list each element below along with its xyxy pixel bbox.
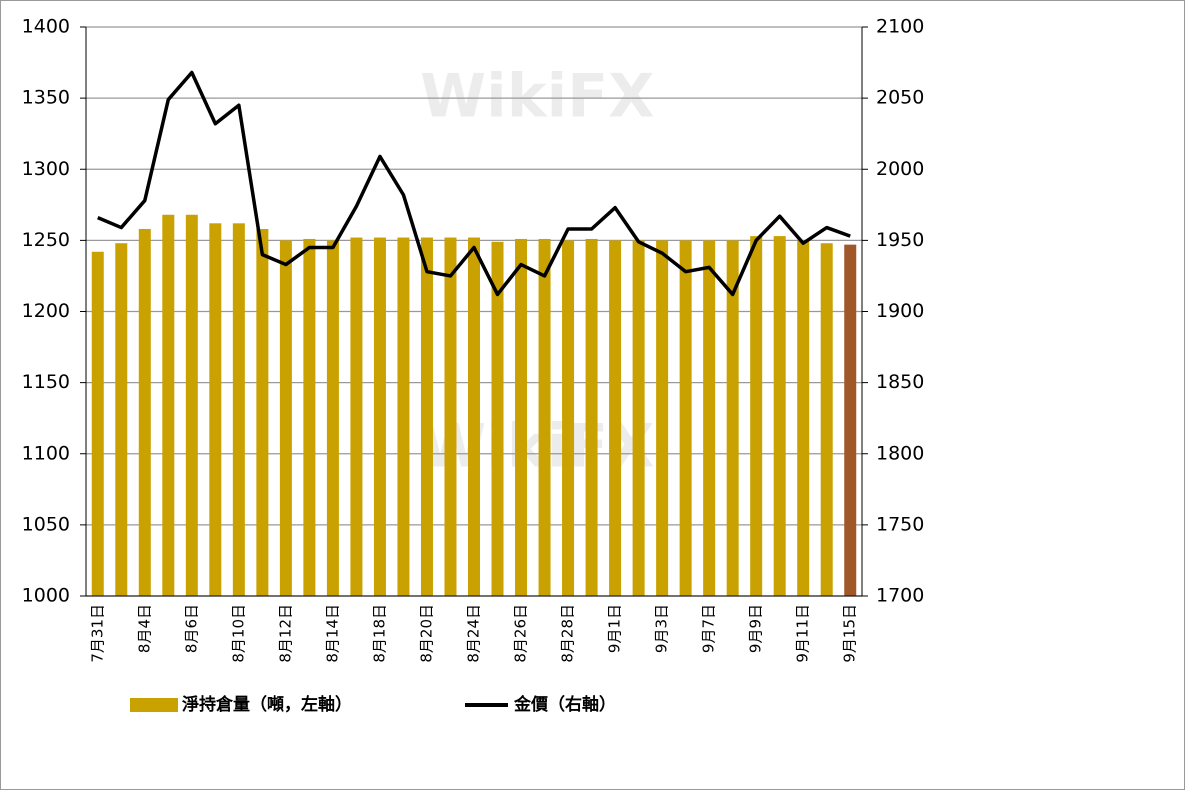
bar: [162, 214, 175, 596]
x-tick-label: 8月6日: [182, 604, 200, 653]
bar: [609, 240, 622, 596]
x-tick-label: 9月3日: [653, 604, 671, 653]
x-tick-label: 8月18日: [370, 604, 388, 663]
svg-text:WikiFX: WikiFX: [420, 62, 654, 132]
bar: [185, 214, 198, 596]
x-tick-label: 8月10日: [229, 604, 247, 663]
bar: [138, 228, 151, 596]
line: [97, 70, 851, 297]
y2-tick-label: 2050: [876, 87, 924, 109]
bar: [232, 223, 245, 596]
bar: [209, 223, 222, 596]
legend-label: 淨持倉量（噸，左軸）: [182, 694, 352, 715]
bar: [750, 236, 763, 597]
y2-tick-label: 1750: [876, 513, 924, 535]
x-tick-label: 8月14日: [323, 604, 341, 663]
bar: [115, 243, 128, 596]
bar: [679, 240, 692, 596]
x-tick-label: 8月24日: [465, 604, 483, 663]
y2-tick-label: 1850: [876, 371, 924, 393]
y-tick-label: 1250: [22, 229, 70, 251]
legend-swatch: [130, 698, 178, 712]
bar: [585, 238, 598, 596]
bar: [632, 240, 645, 596]
bar: [91, 251, 104, 596]
y2-tick-label: 1700: [876, 585, 924, 607]
bar: [279, 240, 292, 596]
bar: [256, 228, 269, 596]
y2-tick-label: 1900: [876, 300, 924, 322]
y-tick-label: 1350: [22, 87, 70, 109]
y-tick-label: 1150: [22, 371, 70, 393]
bar: [326, 240, 339, 596]
bar: [726, 240, 739, 596]
x-tick-label: 7月31日: [88, 604, 106, 663]
x-tick-label: 9月7日: [700, 604, 718, 653]
y-tick-label: 1000: [22, 585, 70, 607]
bar: [350, 237, 363, 596]
bar: [397, 237, 410, 596]
y2-tick-label: 2000: [876, 158, 924, 180]
x-tick-label: 8月12日: [276, 604, 294, 663]
bar: [797, 240, 810, 596]
bar: [820, 243, 833, 596]
y-tick-label: 1300: [22, 158, 70, 180]
x-tick-label: 9月11日: [794, 604, 812, 663]
bar: [444, 237, 457, 596]
bar: [773, 236, 786, 597]
bar: [303, 238, 316, 596]
bar: [515, 238, 528, 596]
x-tick-label: 8月4日: [135, 604, 153, 653]
y-tick-label: 1050: [22, 513, 70, 535]
x-tick-label: 9月9日: [747, 604, 765, 653]
bar: [538, 238, 551, 596]
bar: [373, 237, 386, 596]
y-tick-label: 1100: [22, 442, 70, 464]
y2-tick-label: 1950: [876, 229, 924, 251]
bar: [844, 244, 857, 596]
bar: [491, 241, 504, 597]
x-tick-label: 9月1日: [606, 604, 624, 653]
x-tick-label: 9月15日: [841, 604, 859, 663]
x-tick-label: 8月20日: [417, 604, 435, 663]
y-tick-label: 1400: [22, 16, 70, 38]
legend-label: 金價（右軸）: [513, 694, 616, 715]
bar: [656, 240, 669, 596]
y2-tick-label: 1800: [876, 442, 924, 464]
bar: [562, 240, 575, 596]
y2-tick-label: 2100: [876, 16, 924, 38]
y-tick-label: 1200: [22, 300, 70, 322]
x-tick-label: 8月28日: [559, 604, 577, 663]
bar: [420, 237, 433, 596]
bar: [703, 240, 716, 596]
x-tick-label: 8月26日: [512, 604, 530, 663]
bar: [468, 237, 480, 596]
